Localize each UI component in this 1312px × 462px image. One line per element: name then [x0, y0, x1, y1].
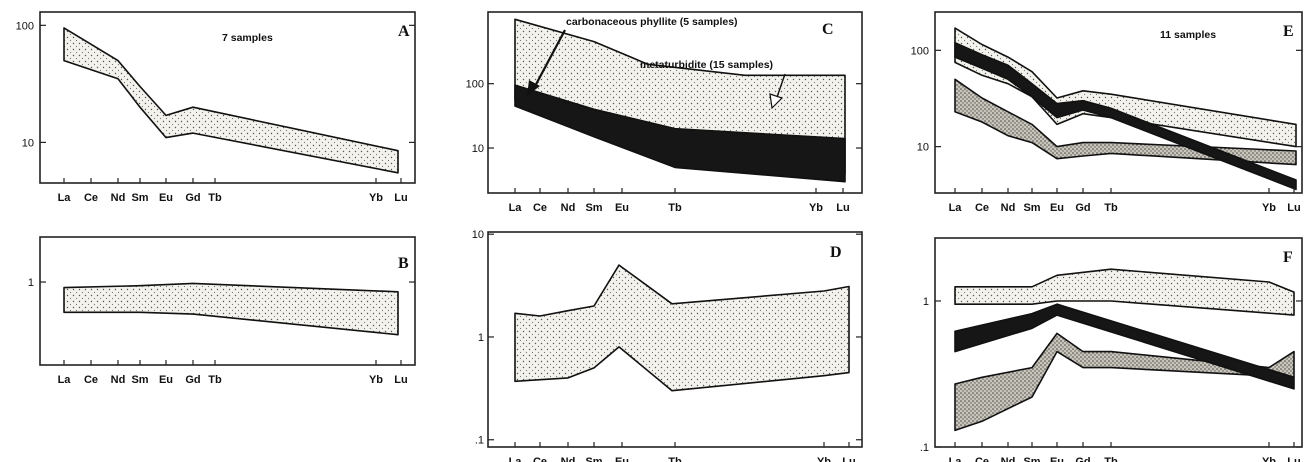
y-tick-label: 10	[22, 137, 34, 149]
panel-a: La Ce Nd Sm Eu Gd Tb Yb Lu 100 10 A 7 samples	[16, 11, 416, 204]
x-tick-label: Tb	[1104, 456, 1118, 462]
x-tick-label: Yb	[1262, 456, 1276, 462]
x-tick-label: Sm	[131, 374, 148, 386]
plot-frame	[39, 236, 416, 366]
band-a-1	[63, 27, 399, 174]
x-tick-label: La	[509, 456, 523, 462]
x-tick-label: La	[949, 456, 963, 462]
x-tick-label: Eu	[615, 456, 629, 462]
y-tick-label: 100	[911, 45, 929, 57]
y-tick-label: 10	[917, 142, 929, 154]
x-tick-label: La	[509, 202, 523, 214]
x-tick-label: Nd	[111, 192, 126, 204]
panel-label: B	[398, 255, 409, 272]
x-tick-label: Tb	[668, 202, 682, 214]
x-tick-label: Gd	[185, 374, 200, 386]
x-tick-label: Ce	[84, 192, 98, 204]
x-tick-label: Gd	[1075, 202, 1090, 214]
x-tick-label: Sm	[131, 192, 148, 204]
x-tick-label: Tb	[668, 456, 682, 462]
plot-frame	[39, 11, 416, 184]
x-tick-label: Ce	[533, 456, 547, 462]
y-tick-label: 1	[28, 277, 34, 289]
annotation: carbonaceous phyllite (5 samples)	[566, 16, 738, 28]
panel-b: La Ce Nd Sm Eu Gd Tb Yb Lu 1 B	[28, 236, 416, 386]
x-tick-label: Nd	[561, 202, 576, 214]
band-e-2	[954, 78, 1297, 166]
x-tick-label: Lu	[394, 192, 407, 204]
panel-e: La Ce Nd Sm Eu Gd Tb Yb Lu 100 10 E 11 samples	[911, 11, 1303, 214]
panel-label: D	[830, 244, 842, 261]
x-tick-label: Eu	[615, 202, 629, 214]
x-tick-label: Nd	[561, 456, 576, 462]
arrow-carbonaceous	[532, 29, 566, 91]
y-tick-label: 100	[16, 20, 34, 32]
x-tick-label: Ce	[975, 202, 989, 214]
x-tick-label: La	[949, 202, 963, 214]
x-tick-label: La	[58, 192, 72, 204]
x-tick-label: Lu	[842, 456, 855, 462]
x-tick-label: Gd	[1075, 456, 1090, 462]
x-tick-label: Lu	[394, 374, 407, 386]
x-tick-label: Eu	[159, 192, 173, 204]
x-tick-label: Tb	[1104, 202, 1118, 214]
band-e-3	[954, 41, 1297, 191]
x-tick-label: Lu	[836, 202, 849, 214]
panel-label: E	[1283, 23, 1294, 40]
x-tick-label: Nd	[1001, 202, 1016, 214]
x-tick-label: La	[58, 374, 72, 386]
x-tick-label: Ce	[533, 202, 547, 214]
panel-label: A	[398, 23, 410, 40]
x-tick-label: Sm	[1023, 202, 1040, 214]
x-tick-label: Yb	[809, 202, 823, 214]
x-tick-label: Gd	[185, 192, 200, 204]
plot-frame	[934, 11, 1303, 194]
x-tick-label: Lu	[1287, 202, 1300, 214]
x-tick-label: Yb	[817, 456, 831, 462]
x-tick-label: Sm	[1023, 456, 1040, 462]
band-f-2	[954, 332, 1295, 432]
panel-label: F	[1283, 249, 1293, 266]
x-tick-label: Ce	[975, 456, 989, 462]
y-tick-label: 10	[472, 143, 484, 155]
plot-frame	[934, 237, 1303, 448]
x-tick-label: Tb	[208, 192, 222, 204]
x-tick-label: Eu	[159, 374, 173, 386]
x-tick-label: Sm	[585, 456, 602, 462]
x-tick-label: Yb	[369, 374, 383, 386]
x-tick-label: Sm	[585, 202, 602, 214]
x-tick-label: Ce	[84, 374, 98, 386]
annotation: 11 samples	[1160, 29, 1216, 41]
y-tick-label: .1	[920, 442, 929, 454]
band-b-1	[63, 282, 399, 336]
y-tick-label: 1	[478, 332, 484, 344]
y-tick-label: 1	[923, 296, 929, 308]
panel-label: C	[822, 21, 834, 38]
x-tick-label: Yb	[1262, 202, 1276, 214]
band-c-2	[514, 84, 846, 183]
annotation: metaturbidite (15 samples)	[640, 59, 773, 71]
arrow-metaturbidite	[775, 73, 786, 101]
panel-d: La Ce Nd Sm Eu Tb Yb Lu 10 1 .1 D	[472, 229, 863, 462]
y-tick-label: .1	[475, 435, 484, 447]
x-tick-label: Eu	[1050, 456, 1064, 462]
arrowhead-metaturbidite	[769, 93, 784, 110]
band-f-3	[954, 303, 1295, 390]
x-tick-label: Lu	[1287, 456, 1300, 462]
x-tick-label: Nd	[1001, 456, 1016, 462]
band-d-1	[514, 264, 850, 392]
x-tick-label: Tb	[208, 374, 222, 386]
band-f-1	[954, 268, 1295, 316]
x-tick-label: Eu	[1050, 202, 1064, 214]
y-tick-label: 100	[466, 79, 484, 91]
panel-f: La Ce Nd Sm Eu Gd Tb Yb Lu 1 .1 F	[920, 237, 1303, 462]
x-tick-label: Yb	[369, 192, 383, 204]
annotation: 7 samples	[222, 32, 273, 44]
x-tick-label: Nd	[111, 374, 126, 386]
arrowhead-carbonaceous	[527, 80, 540, 96]
y-tick-label: 10	[472, 229, 484, 241]
